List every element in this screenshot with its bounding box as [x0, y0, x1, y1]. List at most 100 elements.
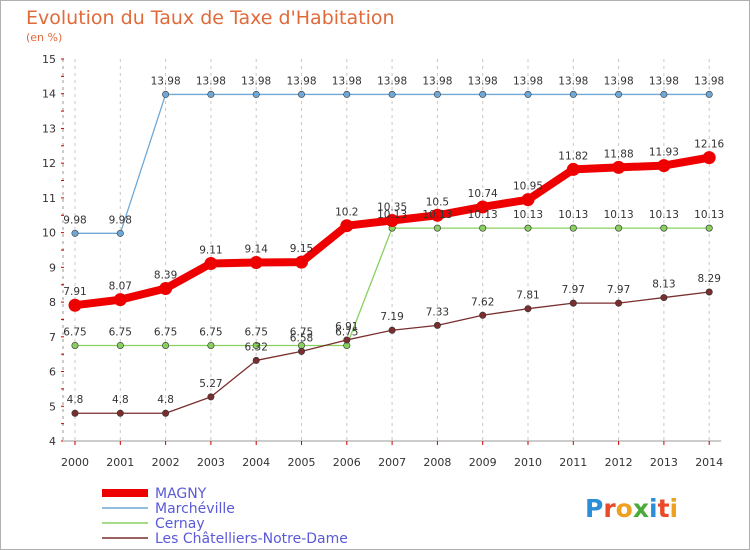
data-point [705, 288, 713, 296]
data-point [162, 409, 170, 417]
y-tick-label: 8 [49, 296, 56, 309]
data-label: 6.32 [245, 341, 268, 353]
data-point [615, 90, 623, 98]
x-tick-label: 2014 [695, 456, 723, 469]
data-label: 13.98 [422, 75, 452, 87]
data-point [479, 311, 487, 319]
x-tick-label: 2007 [378, 456, 406, 469]
data-label: 7.33 [426, 306, 449, 318]
x-tick-label: 2011 [559, 456, 587, 469]
legend-label: Marchéville [155, 501, 235, 517]
y-tick-label: 12 [42, 157, 56, 170]
data-point [116, 341, 124, 349]
data-point [388, 90, 396, 98]
data-point [612, 160, 626, 174]
data-label: 10.13 [604, 209, 634, 221]
data-label: 4.8 [112, 394, 129, 406]
data-label: 7.91 [63, 286, 86, 298]
data-label: 10.13 [468, 209, 498, 221]
data-point [524, 224, 532, 232]
y-tick-label: 14 [42, 88, 56, 101]
legend-label: Cernay [155, 516, 205, 532]
data-point [569, 299, 577, 307]
x-tick-label: 2013 [650, 456, 678, 469]
data-point [660, 90, 668, 98]
data-label: 11.82 [558, 150, 588, 162]
data-label: 6.75 [335, 327, 358, 339]
data-label: 4.8 [157, 394, 174, 406]
y-tick-label: 13 [42, 122, 56, 135]
data-point [207, 393, 215, 401]
data-point [615, 224, 623, 232]
x-tick-label: 2003 [197, 456, 225, 469]
data-point [249, 256, 263, 270]
data-label: 11.88 [604, 148, 634, 160]
y-tick-label: 5 [49, 400, 56, 413]
data-label: 9.14 [245, 244, 269, 256]
brand-logo: Proxiti [585, 494, 678, 523]
data-label: 6.75 [63, 327, 86, 339]
data-point [297, 90, 305, 98]
x-tick-label: 2006 [333, 456, 361, 469]
data-point [660, 224, 668, 232]
data-label: 11.93 [649, 147, 679, 159]
x-tick-label: 2012 [605, 456, 633, 469]
data-point [702, 151, 716, 165]
data-label: 13.98 [286, 75, 316, 87]
data-label: 13.98 [649, 75, 679, 87]
data-point [204, 257, 218, 271]
data-point [521, 193, 535, 207]
x-tick-label: 2004 [242, 456, 270, 469]
data-label: 10.74 [468, 188, 498, 200]
data-point [433, 90, 441, 98]
data-label: 7.19 [380, 311, 403, 323]
data-point [660, 294, 668, 302]
data-point [569, 224, 577, 232]
chart-subtitle: (en %) [26, 31, 62, 44]
data-label: 6.75 [109, 327, 132, 339]
data-label: 5.27 [199, 378, 222, 390]
data-point [615, 299, 623, 307]
data-label: 4.8 [67, 394, 84, 406]
y-tick-label: 11 [42, 192, 56, 205]
data-label: 6.58 [290, 332, 313, 344]
data-point [252, 341, 260, 349]
data-point [524, 305, 532, 313]
data-label: 10.13 [558, 209, 588, 221]
legend-label: MAGNY [155, 486, 207, 502]
data-point [297, 347, 305, 355]
data-point [566, 162, 580, 176]
x-tick-label: 2008 [423, 456, 451, 469]
data-point [68, 298, 82, 312]
axes: 4 5 6 7 8 9 10 11 12 13 14 15 2000 2001 2002 2003 2004 20… [42, 53, 723, 469]
data-point [162, 341, 170, 349]
data-label: 8.07 [109, 281, 132, 293]
data-label: 6.75 [154, 327, 177, 339]
data-label: 10.95 [513, 181, 543, 193]
y-tick-label: 9 [49, 261, 56, 274]
data-label: 10.13 [422, 209, 452, 221]
data-label: 9.98 [63, 214, 86, 226]
x-tick-label: 2002 [152, 456, 180, 469]
data-point [388, 326, 396, 334]
data-label: 10.13 [377, 209, 407, 221]
data-label: 9.98 [109, 214, 132, 226]
data-label: 6.75 [245, 327, 268, 339]
data-point [479, 90, 487, 98]
data-label: 13.98 [558, 75, 588, 87]
chart-title: Evolution du Taux de Taxe d'Habitation [26, 7, 395, 29]
legend-label: Les Châtelliers-Notre-Dame [155, 531, 348, 547]
x-tick-label: 2000 [61, 456, 89, 469]
data-label: 8.29 [698, 273, 721, 285]
data-point [162, 90, 170, 98]
y-tick-label: 6 [49, 366, 56, 379]
y-tick-label: 7 [49, 331, 56, 344]
data-point [705, 224, 713, 232]
data-point [479, 224, 487, 232]
data-point [705, 90, 713, 98]
data-point [657, 159, 671, 173]
data-label: 13.98 [332, 75, 362, 87]
